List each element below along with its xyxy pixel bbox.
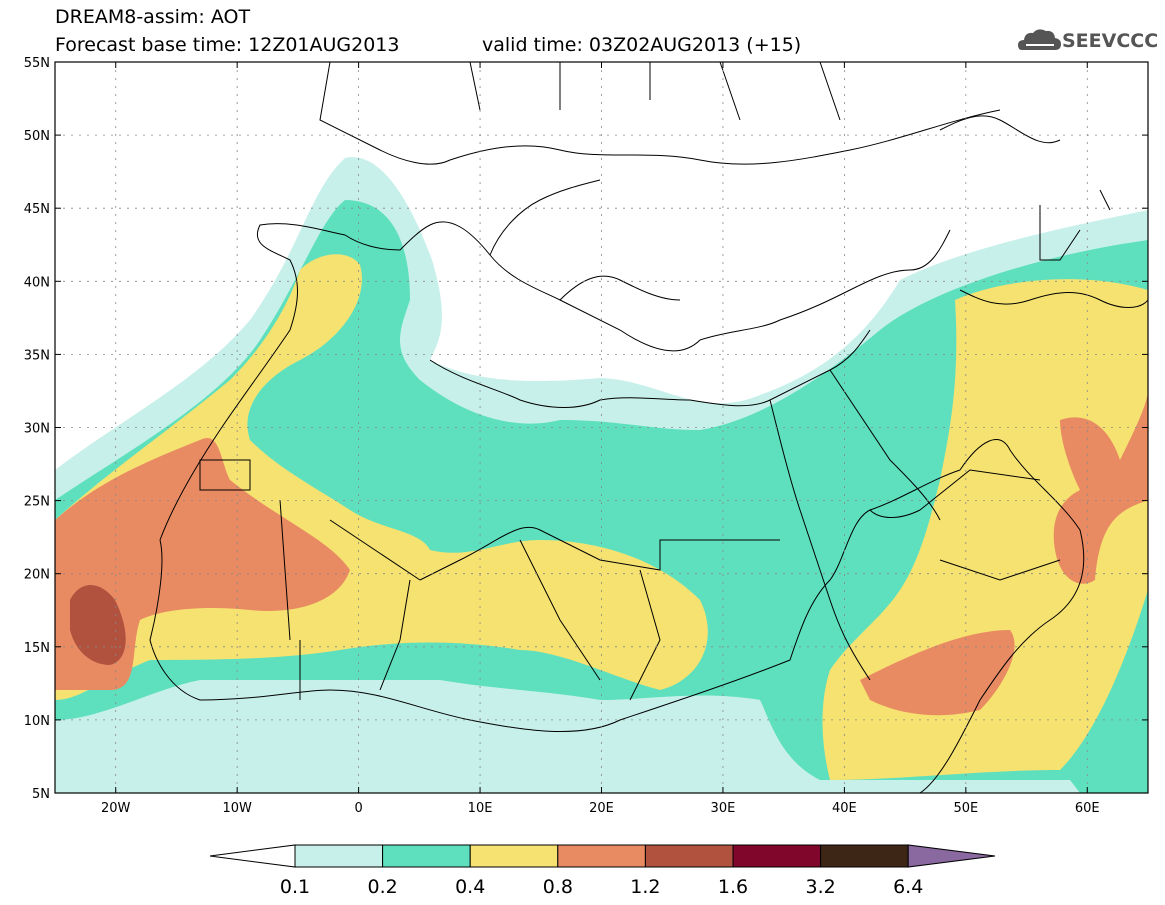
cloud-logo-icon [1018, 29, 1061, 50]
forecast-base-time: Forecast base time: 12Z01AUG2013 [55, 34, 400, 56]
longitude-label: 0 [354, 801, 362, 816]
colorbar-segment [469, 844, 559, 868]
longitude-label: 50E [953, 801, 978, 816]
latitude-label: 30N [24, 422, 50, 437]
longitude-label: 60E [1075, 801, 1100, 816]
latitude-label: 5N [32, 787, 50, 802]
aot-contour-0.8 [55, 438, 350, 690]
latitude-label: 10N [24, 714, 50, 729]
aot-contour-0.8-yemen [860, 630, 1015, 716]
latitude-label: 50N [24, 129, 50, 144]
colorbar-segment [644, 844, 734, 868]
longitude-label: 20W [101, 801, 131, 816]
latitude-label: 55N [24, 56, 50, 71]
aot-contour-0.4-east [822, 279, 1148, 780]
aot-contour-0.8-gulf [1053, 390, 1148, 584]
axis-ticks [55, 61, 1148, 794]
colorbar-segment [732, 844, 822, 868]
colorbar-label: 1.2 [630, 876, 660, 898]
latitude-label: 45N [24, 202, 50, 217]
latitude-label: 25N [24, 495, 50, 510]
colorbar-label: 1.6 [718, 876, 748, 898]
colorbar-label: 0.8 [543, 876, 573, 898]
longitude-label: 30E [711, 801, 736, 816]
colorbar-label: 6.4 [893, 876, 923, 898]
latitude-label: 15N [24, 641, 50, 656]
colorbar-under-triangle [209, 844, 296, 868]
map-title: DREAM8-assim: AOT [55, 6, 251, 28]
aot-contour-1.2 [70, 585, 126, 665]
colorbar-segment [382, 844, 471, 868]
colorbar-segment [820, 844, 909, 868]
latitude-label: 40N [24, 275, 50, 290]
longitude-labels: 20W 10W 0 10E 20E 30E 40E 50E 60E [101, 801, 1100, 816]
longitude-label: 10E [468, 801, 493, 816]
colorbar: 0.1 0.2 0.4 0.8 1.2 1.6 3.2 6.4 [209, 844, 996, 898]
colorbar-label: 0.1 [280, 876, 310, 898]
colorbar-label: 0.4 [455, 876, 485, 898]
longitude-label: 40E [832, 801, 857, 816]
latitude-label: 35N [24, 348, 50, 363]
colorbar-label: 0.2 [367, 876, 397, 898]
graticule [55, 62, 1148, 793]
colorbar-segment [294, 844, 384, 868]
longitude-label: 10W [222, 801, 252, 816]
colorbar-label: 3.2 [805, 876, 835, 898]
colorbar-segment [557, 844, 646, 868]
colorbar-over-triangle [907, 844, 996, 868]
coastlines [149, 62, 1148, 793]
logo-text: SEEVCCC [1062, 30, 1159, 52]
latitude-label: 20N [24, 568, 50, 583]
latitude-labels: 55N 50N 45N 40N 35N 30N 25N 20N 15N 10N 5N [24, 56, 50, 802]
valid-time: valid time: 03Z02AUG2013 (+15) [482, 34, 802, 56]
longitude-label: 20E [589, 801, 614, 816]
